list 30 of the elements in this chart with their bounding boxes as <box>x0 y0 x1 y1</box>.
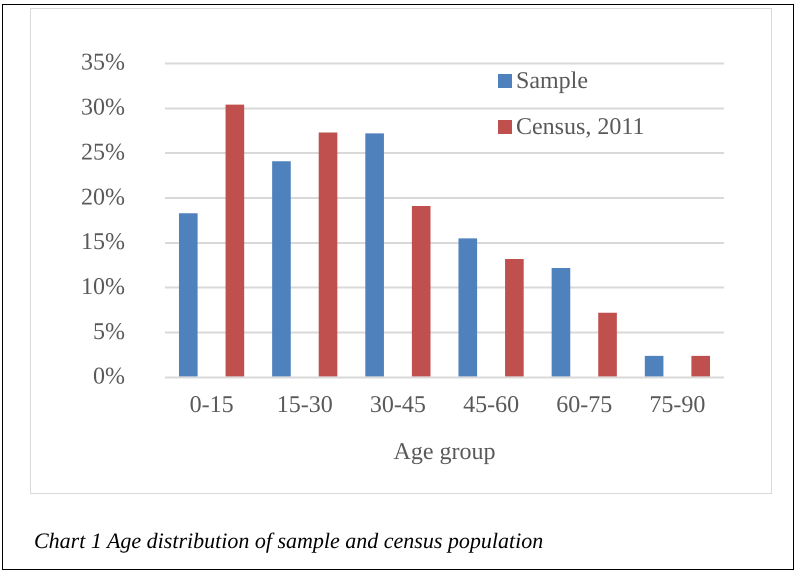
caption: Chart 1 Age distribution of sample and census population <box>34 528 544 554</box>
bar <box>691 356 710 376</box>
bar <box>365 133 384 376</box>
x-axis-title: Age group <box>394 438 496 465</box>
bar <box>644 356 664 376</box>
legend-label: Census, 2011 <box>516 114 644 140</box>
y-tick-label: 15% <box>80 229 125 256</box>
x-tick-label: 30-45 <box>370 392 426 418</box>
x-tick-label: 45-60 <box>463 392 520 418</box>
bar <box>505 258 524 376</box>
y-tick-label: 5% <box>92 318 125 345</box>
bar <box>226 104 244 376</box>
y-tick-label: 10% <box>80 274 125 300</box>
bar <box>272 161 291 376</box>
x-tick-label: 15-30 <box>276 392 333 418</box>
bar <box>458 238 478 376</box>
x-tick-label: 60-75 <box>556 392 612 418</box>
y-tick-label: 0% <box>92 364 125 390</box>
bar <box>318 132 338 376</box>
y-tick-label: 20% <box>80 184 125 210</box>
bar <box>552 268 570 376</box>
x-tick-label: 0-15 <box>190 392 234 418</box>
bar <box>178 213 198 376</box>
y-tick-label: 35% <box>80 50 125 76</box>
y-tick-label: 30% <box>80 94 125 121</box>
bar <box>412 206 431 376</box>
bar <box>598 312 617 376</box>
y-tick-label: 25% <box>80 139 125 166</box>
legend-label: Sample <box>516 68 588 94</box>
x-tick-label: 75-90 <box>649 392 706 418</box>
